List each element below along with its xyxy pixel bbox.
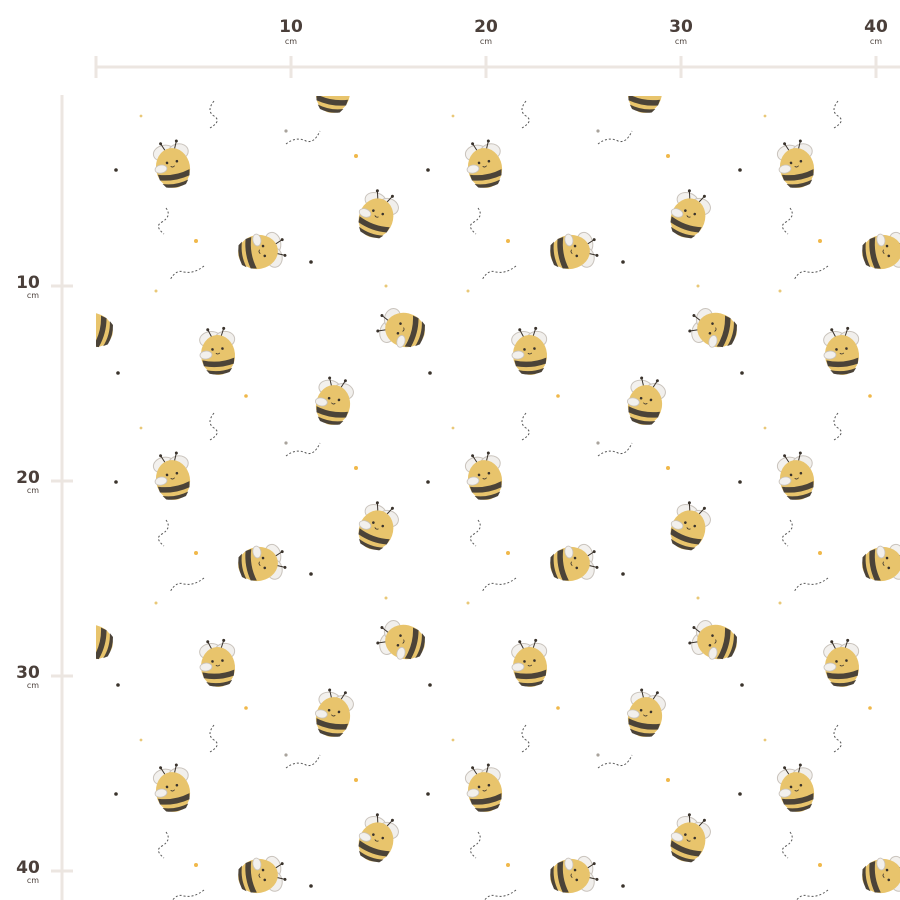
ruler-label: 30 [16, 663, 40, 683]
fabric-pattern [96, 96, 900, 900]
ruler-label: 20 [16, 468, 40, 488]
ruler-label: 20 [474, 17, 498, 37]
ruler-label: 40 [16, 858, 40, 878]
ruler-unit: cm [27, 876, 39, 885]
ruler-unit: cm [870, 37, 882, 46]
ruler-label: 10 [279, 17, 303, 37]
ruler-unit: cm [27, 681, 39, 690]
ruler-unit: cm [675, 37, 687, 46]
ruler-unit: cm [285, 37, 297, 46]
ruler-label: 40 [864, 17, 888, 37]
ruler-label: 30 [669, 17, 693, 37]
ruler-unit: cm [480, 37, 492, 46]
ruler-unit: cm [27, 291, 39, 300]
ruler-unit: cm [27, 486, 39, 495]
ruler-label: 10 [16, 273, 40, 293]
